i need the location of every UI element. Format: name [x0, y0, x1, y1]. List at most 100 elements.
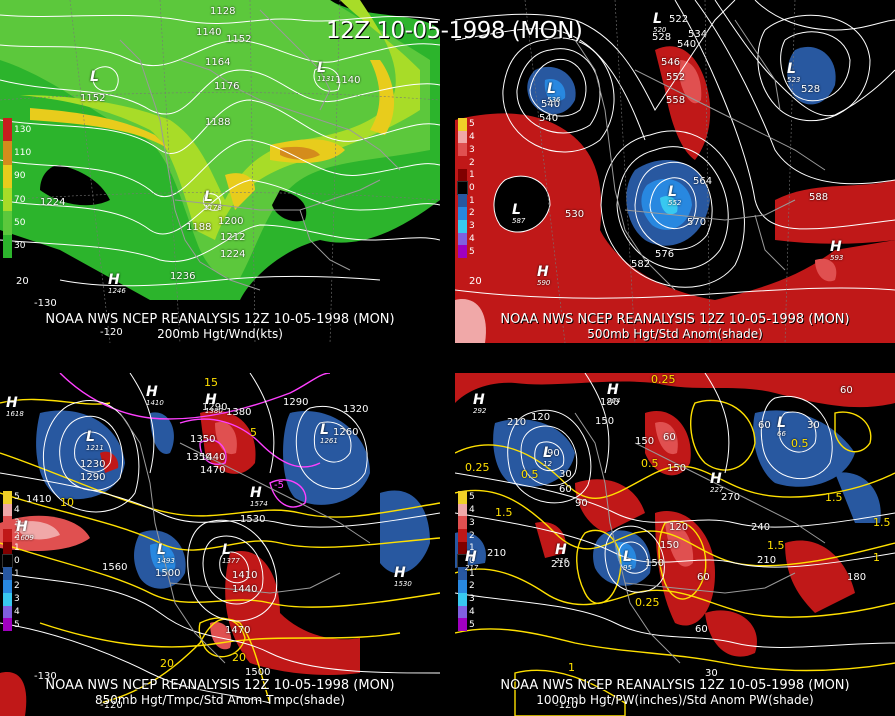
- legend-swatch: [3, 118, 12, 142]
- contour-label: 1164: [205, 57, 231, 68]
- legend-label: 1: [14, 568, 20, 579]
- pw-label: 0.5: [791, 437, 809, 450]
- high-center: H 216: [555, 542, 569, 565]
- contour-label: 120: [669, 522, 689, 533]
- contour-label: 1350: [186, 452, 212, 463]
- caption-field: 1000mb Hgt/PW(inches)/Std Anom PW(shade): [536, 693, 814, 707]
- legend-label: 110: [14, 148, 32, 158]
- legend-swatch: [3, 605, 12, 619]
- contour-label: 530: [565, 209, 585, 220]
- contour-label: 540: [541, 99, 561, 110]
- legend-label: 4: [14, 606, 20, 617]
- contour-label: 30: [807, 420, 820, 431]
- contour-label: 1560: [102, 562, 128, 573]
- temperature-label: 10: [60, 496, 74, 509]
- contour-label: 1260: [333, 427, 359, 438]
- low-center: L 1493: [157, 542, 175, 565]
- pw-label: 1.5: [767, 539, 785, 552]
- contour-label: 210: [757, 555, 777, 566]
- pw-label: 0.25: [651, 373, 676, 386]
- legend-label: 3: [14, 594, 20, 605]
- contour-label: 1212: [220, 232, 246, 243]
- coastlines: [119, 412, 371, 664]
- legend-swatch: [3, 188, 12, 212]
- high-center: H 292: [473, 392, 487, 415]
- contour-label: 528: [801, 84, 821, 95]
- high-center: H 1530: [394, 565, 412, 588]
- map-1000mb: [455, 373, 895, 716]
- low-center: L 1131: [317, 60, 335, 83]
- contour-label: 546: [661, 57, 681, 68]
- legend-swatch: [3, 618, 12, 631]
- longitude-label: 20: [469, 276, 482, 287]
- temperature-contours: [0, 398, 440, 704]
- pw-label: 0.25: [465, 461, 490, 474]
- low-center: L 1377: [222, 542, 240, 565]
- contour-label: 1410: [232, 570, 258, 581]
- pw-label: 1: [873, 551, 880, 564]
- contour-label: 60: [697, 572, 710, 583]
- caption-source: NOAA NWS NCEP REANALYSIS 12Z 10-05-1998 …: [500, 678, 850, 693]
- caption-source: NOAA NWS NCEP REANALYSIS 12Z 10-05-1998 …: [45, 678, 395, 693]
- legend-swatch: [458, 580, 467, 593]
- legend-label: 3: [469, 144, 475, 155]
- contour-label: 1350: [190, 434, 216, 445]
- temperature-label: 5: [250, 426, 257, 439]
- low-center: L 536: [547, 81, 561, 104]
- legend-label: 1: [469, 543, 475, 554]
- longitude-label: -120: [100, 327, 123, 338]
- high-center: H 1609: [16, 519, 34, 542]
- contour-label: 1140: [335, 75, 361, 86]
- contour-label: 1380: [226, 407, 252, 418]
- low-center: L 12: [543, 445, 552, 468]
- contour-label: 270: [721, 492, 741, 503]
- legend-swatch: [458, 194, 467, 208]
- grid-lines: [0, 0, 440, 343]
- low-center: L 587: [512, 202, 526, 225]
- legend-swatch: [3, 567, 12, 581]
- low-center: L 552: [668, 184, 682, 207]
- legend-swatch: [3, 141, 12, 165]
- caption-source: NOAA NWS NCEP REANALYSIS 12Z 10-05-1998 …: [45, 312, 395, 327]
- contour-label: 1290: [202, 402, 228, 413]
- legend-200mb: 130 110 90 70 50 30: [3, 118, 31, 258]
- legend-label: 70: [14, 194, 26, 205]
- legend-label: 3: [469, 594, 475, 605]
- coastlines: [119, 9, 401, 291]
- caption-field: 850mb Hgt/Tmpc/Std Anom Tmpc(shade): [95, 693, 345, 707]
- legend-swatch: [458, 618, 467, 631]
- legend-swatch: [458, 130, 467, 144]
- legend-label: 1: [469, 195, 475, 206]
- contour-label: 30: [559, 469, 572, 480]
- coastlines: [574, 412, 826, 664]
- high-center: H 590: [537, 264, 551, 287]
- legend-label: 2: [469, 208, 475, 219]
- legend-swatch: [3, 234, 12, 258]
- panel-200mb: 130 110 90 70 50 30 1128 1140 1152 1164 1176 …: [0, 0, 440, 343]
- legend-swatch: [458, 156, 467, 169]
- legend-label: 4: [469, 233, 475, 244]
- legend-label: 0: [469, 183, 475, 193]
- legend-swatch: [3, 164, 12, 188]
- caption-source: NOAA NWS NCEP REANALYSIS 12Z 10-05-1998 …: [500, 312, 850, 327]
- legend-label: 2: [469, 157, 475, 168]
- caption-field: 200mb Hgt/Wnd(kts): [157, 327, 283, 341]
- contour-label: 60: [663, 432, 676, 443]
- legend-swatch: [458, 245, 467, 258]
- contour-label: 180: [600, 397, 620, 408]
- longitude-label: -130: [34, 298, 57, 309]
- legend-swatch: [458, 143, 467, 157]
- temperature-label: 20: [160, 657, 174, 670]
- legend-label: 30: [14, 241, 26, 252]
- longitude-label: -120: [100, 700, 123, 711]
- legend-swatch: [3, 580, 12, 593]
- legend-label: 4: [469, 606, 475, 617]
- legend-label: 3: [469, 221, 475, 232]
- contour-label: 1152: [226, 34, 252, 45]
- legend-swatch: [458, 219, 467, 233]
- contour-label: 540: [677, 39, 697, 50]
- low-center: L 520: [653, 11, 667, 34]
